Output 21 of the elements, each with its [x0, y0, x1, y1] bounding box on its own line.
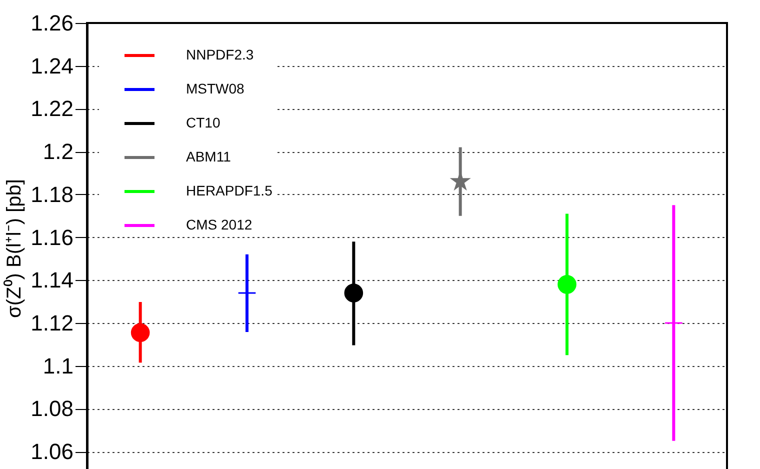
- legend-label: MSTW08: [186, 80, 245, 96]
- point: [344, 284, 364, 302]
- legend-label: NNPDF2.3: [186, 46, 254, 62]
- y-tick-label: 1.06: [30, 439, 74, 464]
- y-tick-label: 1.26: [30, 10, 74, 36]
- point: [558, 275, 576, 294]
- y-tick-label: 1.16: [30, 224, 74, 250]
- y-tick-label: 1.1: [42, 353, 74, 378]
- y-tick-label: 1.24: [30, 53, 74, 78]
- legend-label: CT10: [186, 114, 220, 130]
- legend-label: ABM11: [186, 148, 232, 164]
- y-tick-label: 1.14: [30, 268, 74, 293]
- y-tick-label: 1.2: [42, 139, 74, 164]
- legend-label: CMS 2012: [186, 216, 252, 232]
- legend-label: HERAPDF1.5: [186, 182, 273, 198]
- y-axis-title: σ(Z⁰) B(l⁺l⁻) [pb]: [2, 179, 26, 318]
- point: [130, 323, 150, 342]
- y-tick-label: 1.18: [30, 182, 74, 207]
- y-tick-label: 1.08: [30, 396, 74, 422]
- y-tick-label: 1.12: [30, 310, 74, 336]
- y-tick-label: 1.22: [30, 96, 74, 122]
